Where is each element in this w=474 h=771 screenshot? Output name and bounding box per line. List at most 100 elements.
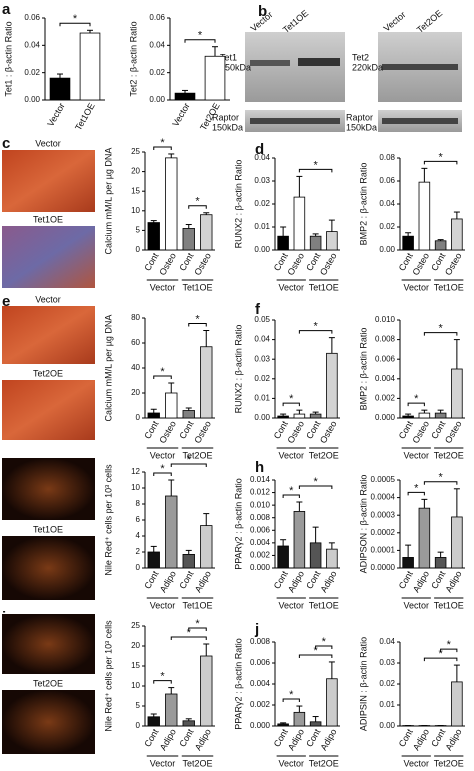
x-tick-label: Adipo <box>411 569 431 594</box>
significance-bracket <box>188 323 207 327</box>
significance-label: * <box>438 648 443 660</box>
bar <box>326 548 338 569</box>
y-axis-label: Nile Red⁺ cells per 10³ cells <box>103 620 113 732</box>
y-tick-label: 4 <box>136 531 141 540</box>
group-label: Tet1OE <box>434 282 464 292</box>
y-tick-label: 0.06 <box>24 13 40 22</box>
bar <box>293 413 306 419</box>
bar <box>418 412 431 419</box>
image-label: Vector <box>35 294 61 304</box>
band-label: Tet2 <box>352 52 369 62</box>
y-tick-label: 0 <box>136 413 141 422</box>
y-tick-label: 0.004 <box>375 374 396 383</box>
bar <box>49 77 71 101</box>
group-label: Tet2OE <box>182 758 212 768</box>
bar <box>200 214 213 251</box>
significance-bracket <box>298 654 333 658</box>
bar <box>277 415 289 419</box>
bar <box>434 240 447 251</box>
y-tick-label: 12 <box>131 467 140 476</box>
bar <box>326 231 338 251</box>
panel-label: e <box>2 293 10 310</box>
y-tick-label: 0 <box>136 721 141 730</box>
group-label: Vector <box>403 450 429 460</box>
significance-bracket <box>298 485 333 489</box>
y-tick-label: 0.0003 <box>371 510 396 519</box>
y-tick-label: 0.00 <box>379 721 395 730</box>
band-label: Raptor <box>212 112 239 122</box>
bar <box>293 196 306 251</box>
y-tick-label: 0.05 <box>254 315 270 324</box>
significance-label: * <box>313 159 318 171</box>
significance-bracket <box>188 205 207 209</box>
significance-label: * <box>289 485 294 497</box>
group-label: Vector <box>150 450 176 460</box>
significance-label: * <box>289 689 294 701</box>
group-label: Vector <box>278 758 304 768</box>
significance-bracket <box>184 39 216 43</box>
bar <box>309 235 322 251</box>
y-tick-label: 80 <box>131 313 140 322</box>
y-tick-label: 0.01 <box>254 222 270 231</box>
y-tick-label: 0.010 <box>375 315 396 324</box>
y-tick-label: 5 <box>136 701 141 710</box>
bar <box>277 235 289 251</box>
bar <box>79 32 101 101</box>
bar <box>165 392 178 419</box>
band-size: 250kDa <box>220 62 251 72</box>
band <box>298 58 340 66</box>
y-tick-label: 0.03 <box>254 176 270 185</box>
band <box>382 118 458 124</box>
y-tick-label: 0.02 <box>254 199 270 208</box>
significance-label: * <box>414 482 419 494</box>
y-tick-label: 0.012 <box>250 488 271 497</box>
image-label: Tet1OE <box>33 214 63 224</box>
y-tick-label: 0.01 <box>254 394 270 403</box>
y-tick-label: 0.0004 <box>371 493 396 502</box>
bar <box>200 525 213 569</box>
y-tick-label: 0.0002 <box>371 528 396 537</box>
y-tick-label: 10 <box>131 483 140 492</box>
y-tick-label: 0.04 <box>149 40 165 49</box>
bar <box>165 495 178 569</box>
bar <box>182 720 195 727</box>
y-tick-label: 0.00 <box>379 245 395 254</box>
significance-bracket <box>282 494 300 498</box>
band-size: 150kDa <box>346 122 377 132</box>
y-tick-label: 0.04 <box>379 637 395 646</box>
y-tick-label: 25 <box>131 147 140 156</box>
significance-label: * <box>195 196 200 208</box>
y-tick-label: 0.002 <box>250 551 271 560</box>
bar <box>309 542 322 569</box>
significance-bracket <box>59 22 91 27</box>
significance-label: * <box>160 366 165 378</box>
significance-label: * <box>447 639 452 651</box>
y-tick-label: 0.006 <box>250 525 271 534</box>
significance-label: * <box>289 393 294 405</box>
x-tick-label: Adipo <box>286 727 306 752</box>
micrograph <box>2 226 95 288</box>
y-tick-label: 0.008 <box>250 637 271 646</box>
y-tick-label: 0.04 <box>254 153 270 162</box>
y-tick-label: 0.00 <box>254 413 270 422</box>
y-tick-label: 0.002 <box>250 700 271 709</box>
x-tick-label: Adipo <box>411 727 431 752</box>
micrograph <box>2 690 95 754</box>
panel-label: b <box>258 3 267 20</box>
image-label: Tet2OE <box>33 368 63 378</box>
y-tick-label: 5 <box>136 226 141 235</box>
bar <box>147 412 160 419</box>
significance-label: * <box>438 323 443 335</box>
y-axis-label: PPARγ2 : β-actin Ratio <box>233 638 243 730</box>
significance-label: * <box>73 13 78 25</box>
group-label: Tet2OE <box>434 758 464 768</box>
significance-bracket <box>153 472 172 476</box>
y-tick-label: 0.008 <box>250 513 271 522</box>
significance-bracket <box>423 332 458 336</box>
significance-label: * <box>195 618 200 630</box>
y-tick-label: 0.006 <box>375 354 396 363</box>
significance-label: * <box>322 636 327 648</box>
band-label: Raptor <box>346 112 373 122</box>
y-tick-label: 0.04 <box>24 40 40 49</box>
